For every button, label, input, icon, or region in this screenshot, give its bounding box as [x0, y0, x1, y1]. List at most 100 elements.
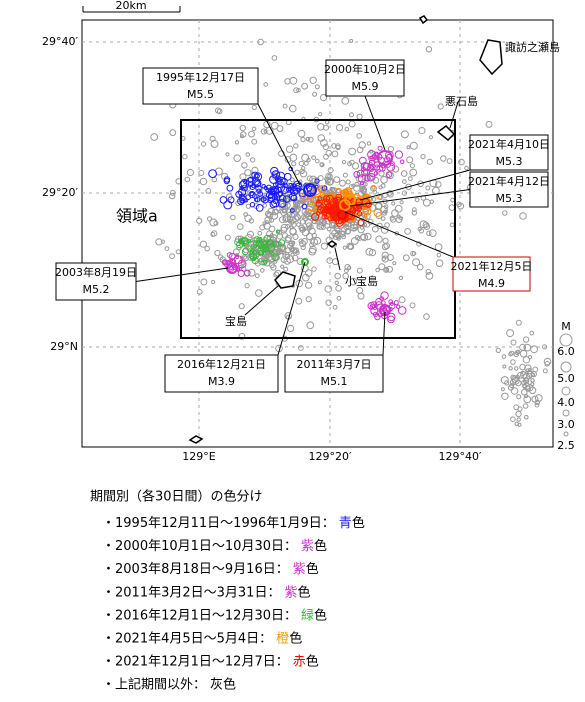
- earthquake-dot: [342, 272, 350, 280]
- earthquake-dot: [301, 203, 308, 210]
- earthquake-dot: [380, 176, 388, 184]
- earthquake-dot: [314, 178, 320, 184]
- earthquake-dot: [341, 160, 347, 165]
- earthquake-dot: [275, 206, 281, 212]
- earthquake-dot: [287, 324, 295, 332]
- earthquake-dot: [199, 240, 207, 248]
- earthquake-dot: [371, 225, 379, 233]
- earthquake-dot: [270, 242, 276, 248]
- earthquake-dot: [299, 227, 304, 232]
- earthquake-dot: [369, 149, 374, 154]
- earthquake-dot: [418, 228, 424, 234]
- callout-date: 2003年8月19日: [55, 265, 137, 279]
- leader-line: [135, 267, 229, 282]
- earthquake-dot: [241, 248, 249, 256]
- callout-magnitude: M5.5: [187, 88, 214, 101]
- callout-magnitude: M3.9: [208, 375, 235, 388]
- earthquake-dot: [294, 206, 301, 213]
- earthquake-dot: [542, 344, 548, 350]
- earthquake-dot: [304, 269, 313, 277]
- earthquake-dot: [257, 191, 264, 197]
- earthquake-dot: [351, 183, 356, 188]
- island: [436, 125, 456, 142]
- lon-label: 129°20′: [309, 450, 352, 463]
- major-event: [377, 150, 393, 166]
- earthquake-dot: [411, 210, 418, 216]
- earthquake-dot: [261, 244, 269, 253]
- earthquake-dot: [311, 218, 318, 225]
- earthquake-dot: [282, 103, 288, 109]
- earthquake-dot: [395, 304, 401, 309]
- earthquake-dot: [250, 247, 255, 253]
- major-event: [301, 258, 309, 266]
- earthquake-dot: [356, 267, 363, 274]
- earthquake-dot: [289, 76, 298, 85]
- earthquake-dot: [399, 159, 405, 165]
- earthquake-dot: [387, 315, 395, 324]
- earthquake-dot: [293, 143, 299, 149]
- earthquake-dot: [383, 266, 390, 273]
- earthquake-dot: [209, 135, 216, 142]
- legend-item: ・2000年10月1日～10月30日： 紫色: [102, 538, 327, 554]
- earthquake-dot: [299, 199, 305, 204]
- earthquake-dot: [296, 88, 301, 93]
- earthquake-dot: [301, 166, 306, 171]
- earthquake-dot: [396, 214, 401, 219]
- earthquake-dot: [164, 246, 170, 252]
- earthquake-dot: [237, 259, 247, 269]
- earthquake-dot: [419, 220, 428, 229]
- earthquake-dot: [398, 275, 403, 280]
- earthquake-dot: [502, 364, 507, 369]
- earthquake-dot: [420, 153, 426, 160]
- earthquake-dot: [402, 179, 407, 185]
- earthquake-dot: [334, 280, 339, 285]
- callout-box: [284, 354, 384, 393]
- earthquake-dot: [435, 259, 444, 268]
- earthquake-dot: [255, 204, 264, 212]
- earthquake-dot: [208, 169, 218, 179]
- earthquake-dot: [196, 288, 203, 295]
- earthquake-dot: [321, 185, 328, 191]
- earthquake-dot: [254, 197, 261, 203]
- earthquake-dot: [516, 417, 521, 422]
- earthquake-dot: [428, 135, 433, 140]
- earthquake-dot: [318, 112, 323, 117]
- earthquake-dot: [372, 189, 378, 195]
- earthquake-dot: [253, 236, 261, 244]
- earthquake-dot: [324, 285, 333, 293]
- earthquake-dot: [398, 296, 406, 304]
- earthquake-dot: [310, 238, 319, 246]
- earthquake-dot: [251, 104, 257, 111]
- earthquake-dot: [266, 191, 274, 199]
- earthquake-dot: [285, 234, 292, 242]
- earthquake-dot: [329, 221, 336, 229]
- earthquake-dot: [358, 156, 367, 165]
- earthquake-dot: [356, 146, 364, 154]
- earthquake-dot: [239, 195, 247, 204]
- earthquake-dot: [260, 268, 265, 273]
- earthquake-dot: [289, 219, 295, 225]
- earthquake-dot: [266, 211, 274, 219]
- earthquake-dot: [263, 185, 268, 190]
- earthquake-dot: [277, 176, 286, 186]
- earthquake-dot: [515, 319, 522, 326]
- island-label: 悪石島: [445, 94, 478, 108]
- earthquake-dot: [384, 267, 389, 272]
- earthquake-dot: [391, 201, 396, 206]
- earthquake-dot: [522, 356, 531, 364]
- earthquake-dot: [270, 264, 277, 271]
- earthquake-dot: [389, 215, 395, 221]
- callout-date: 2016年12月21日: [177, 357, 266, 371]
- earthquake-dot: [522, 336, 530, 343]
- earthquake-dot: [365, 247, 374, 256]
- magnitude-symbol: [559, 333, 573, 347]
- legend-period: ・2000年10月1日～10月30日：: [102, 539, 297, 554]
- earthquake-dot: [326, 207, 333, 214]
- legend-item: ・2021年12月1日～12月7日： 赤色: [102, 653, 319, 669]
- earthquake-dot: [392, 261, 397, 266]
- magnitude-label: 2.5: [557, 439, 575, 452]
- callout-box: [469, 171, 549, 208]
- earthquake-dot: [271, 55, 278, 61]
- earthquake-dot: [339, 179, 346, 187]
- earthquake-dot: [241, 162, 248, 169]
